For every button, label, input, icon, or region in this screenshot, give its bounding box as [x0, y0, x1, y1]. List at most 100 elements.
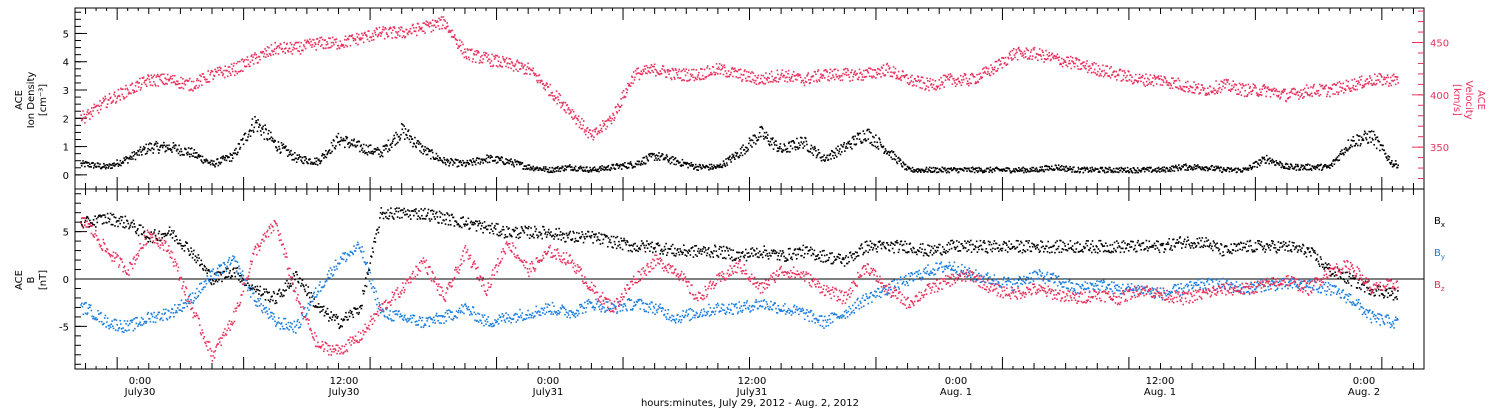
ion-density-point [988, 171, 990, 173]
velocity-point [1272, 93, 1275, 96]
velocity-point [251, 59, 254, 61]
velocity-point [245, 65, 248, 68]
velocity-point [167, 78, 170, 81]
ion-density-point [246, 139, 249, 142]
ion-density-point [1090, 171, 1093, 173]
velocity-point [775, 80, 778, 83]
velocity-point [755, 83, 758, 86]
ion-density-point [624, 162, 626, 164]
ion-density-point [796, 137, 798, 140]
ion-density-point [830, 158, 832, 160]
ion-density-point [882, 146, 884, 149]
velocity-point [1264, 87, 1266, 90]
ion-density-point [345, 135, 347, 138]
velocity-point [727, 75, 729, 78]
velocity-point [949, 76, 951, 79]
velocity-point [894, 67, 897, 70]
bx-point [505, 226, 508, 228]
ion-density-point [237, 151, 239, 154]
velocity-point [211, 70, 214, 73]
ion-density-point [654, 155, 656, 157]
ion-density-point [129, 157, 131, 159]
velocity-point [314, 41, 316, 44]
ion-density-label-line-3: [cm⁻³] [38, 84, 49, 116]
velocity-point [516, 59, 519, 62]
velocity-point [294, 47, 296, 50]
ion-density-point [512, 164, 515, 166]
velocity-point [1047, 55, 1050, 57]
ion-density-point [1228, 167, 1230, 170]
velocity-point [641, 72, 644, 74]
velocity-point [734, 67, 736, 70]
velocity-point [1395, 76, 1398, 78]
velocity-point [271, 50, 274, 53]
ion-density-point [672, 156, 674, 158]
velocity-point [1084, 64, 1086, 67]
velocity-point [1240, 94, 1243, 97]
velocity-point [866, 69, 868, 71]
ion-density-point [352, 144, 354, 147]
velocity-point [1394, 76, 1396, 78]
velocity-point [617, 105, 620, 107]
ion-density-point [201, 160, 203, 163]
velocity-point [1305, 91, 1307, 93]
ion-density-point [1241, 170, 1244, 172]
velocity-point [1003, 62, 1006, 65]
velocity-point [340, 43, 343, 46]
velocity-point [888, 68, 890, 70]
velocity-point [455, 43, 458, 45]
velocity-point [683, 79, 686, 82]
ion-density-point [853, 143, 856, 146]
ion-density-point [96, 165, 98, 168]
velocity-point [98, 105, 101, 108]
ion-density-point [1151, 170, 1154, 173]
ion-density-point [1087, 171, 1090, 173]
ion-density-point [648, 155, 651, 157]
velocity-point [756, 77, 759, 79]
bx-point [330, 311, 332, 313]
velocity-point [818, 79, 820, 81]
velocity-point [786, 76, 788, 78]
velocity-point [372, 35, 374, 38]
velocity-point [1396, 78, 1398, 81]
velocity-point [510, 67, 512, 70]
ion-density-point [1179, 167, 1181, 170]
bx-point [238, 275, 241, 277]
ion-density-point [225, 155, 227, 157]
ion-density-point [472, 158, 474, 160]
velocity-point [722, 66, 724, 68]
velocity-point [1096, 73, 1098, 76]
velocity-point [261, 52, 263, 54]
velocity-point [1117, 74, 1120, 77]
velocity-point [813, 80, 815, 83]
ion-density-point [994, 170, 996, 172]
ion-density-point [388, 149, 391, 152]
bx-point [517, 233, 519, 236]
ion-density-point [447, 159, 450, 162]
velocity-point [646, 66, 649, 69]
ion-density-point [190, 147, 193, 149]
ion-density-point [990, 169, 993, 171]
velocity-point [1360, 79, 1362, 81]
velocity-point [639, 73, 642, 75]
velocity-point [352, 37, 354, 39]
bx-point [440, 212, 442, 214]
velocity-point [971, 73, 974, 76]
velocity-point [463, 56, 466, 59]
ion-density-point [405, 134, 408, 137]
bx-point [476, 220, 478, 223]
velocity-point [1345, 89, 1347, 91]
ion-density-point [369, 144, 372, 146]
velocity-point [1218, 83, 1221, 86]
velocity-point [1090, 71, 1093, 74]
bx-point [419, 218, 422, 220]
ion-density-point [298, 154, 300, 156]
velocity-point [481, 54, 483, 57]
bx-point [137, 228, 139, 230]
velocity-point [205, 81, 208, 83]
velocity-point [753, 82, 756, 84]
ion-density-point [777, 147, 779, 149]
velocity-point [651, 65, 654, 68]
ion-density-point [141, 154, 143, 156]
velocity-point [445, 26, 448, 28]
